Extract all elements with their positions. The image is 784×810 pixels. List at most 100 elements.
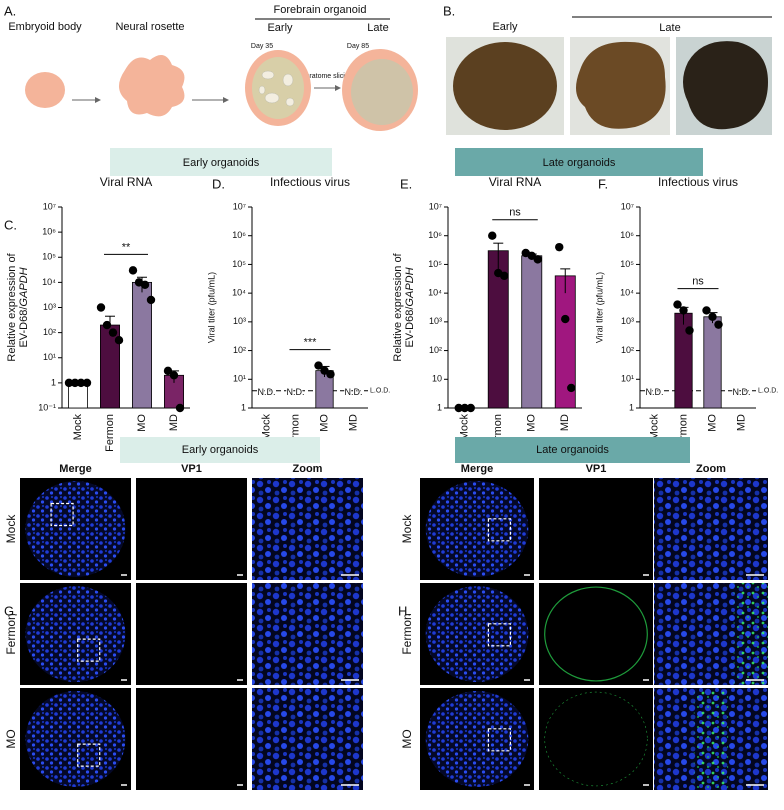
y-axis-label-part: EV-D68/ xyxy=(404,306,416,348)
x-tick-label: MD xyxy=(168,414,180,431)
data-point xyxy=(679,306,688,315)
x-tick-label: MD xyxy=(347,414,359,431)
late-organoid-core xyxy=(351,59,413,125)
y-tick-label: 10³ xyxy=(43,302,56,312)
significance-label: ns xyxy=(692,275,704,287)
y-axis-label: EV-D68/GAPDH xyxy=(404,267,416,347)
zoom-box xyxy=(487,518,511,542)
data-point xyxy=(128,266,138,275)
y-tick-label: 10⁶ xyxy=(428,230,442,240)
value-label: N.D. xyxy=(258,387,276,397)
data-point xyxy=(714,320,723,329)
y-tick-label: 10⁶ xyxy=(42,227,56,237)
y-tick-label: 10⁷ xyxy=(621,201,634,211)
x-tick-label: MD xyxy=(559,414,571,431)
micrograph xyxy=(539,583,653,685)
x-tick-label: MD xyxy=(735,414,747,431)
micrograph xyxy=(252,478,363,580)
banner xyxy=(120,437,320,463)
data-point xyxy=(140,280,150,290)
tissue xyxy=(425,481,529,577)
x-tick-label: Mock xyxy=(648,414,660,441)
y-tick-label: 10⁶ xyxy=(620,230,634,240)
chart-title: Infectious virus xyxy=(270,175,350,189)
bar xyxy=(68,382,89,409)
photo-label: Early xyxy=(492,21,518,33)
data-point xyxy=(702,306,711,315)
stage-label: Late xyxy=(367,22,388,34)
data-point xyxy=(175,403,185,413)
banner-text: Early organoids xyxy=(182,444,259,456)
vp1-signal xyxy=(544,691,648,787)
organoid-photo xyxy=(576,41,666,129)
row-label: Fermon xyxy=(4,613,18,654)
zoom-box xyxy=(77,743,101,767)
x-tick-label: Mock xyxy=(459,414,471,441)
banner-text: Early organoids xyxy=(183,157,260,169)
data-point xyxy=(76,378,86,388)
row-label: MO xyxy=(400,729,414,748)
data-point xyxy=(82,378,92,388)
x-tick-label: Mock xyxy=(260,414,272,441)
vp1-signal xyxy=(544,586,648,682)
value-label: N.D. xyxy=(733,387,751,397)
schematic: A. Embryoid body Neural rosette Forebrai… xyxy=(4,3,418,131)
panel-label: H. xyxy=(398,603,411,618)
vp1-zoom-signal xyxy=(733,583,768,685)
y-tick-label: 10⁷ xyxy=(429,201,442,211)
y-axis-label: EV-D68/GAPDH xyxy=(18,267,30,347)
y-tick-label: 10⁴ xyxy=(620,288,634,298)
y-tick-label: 10⁵ xyxy=(428,259,442,269)
data-point xyxy=(96,303,106,312)
data-point xyxy=(146,295,156,305)
value-label: N.D. xyxy=(646,387,664,397)
y-axis-label-part: GAPDH xyxy=(404,267,416,306)
y-axis-label: Relative expression of xyxy=(392,252,404,361)
chart-title: Viral RNA xyxy=(489,175,541,189)
data-point xyxy=(488,231,497,240)
y-tick-label: 10⁵ xyxy=(232,259,246,269)
y-tick-label: 10³ xyxy=(429,316,442,326)
row-label: Mock xyxy=(4,514,18,544)
data-point xyxy=(314,361,323,370)
micrograph xyxy=(539,478,653,580)
tissue xyxy=(425,691,529,787)
y-tick-label: 1 xyxy=(437,402,442,412)
column-header: VP1 xyxy=(586,463,607,475)
panel-label: C. xyxy=(4,217,17,232)
neural-rosette xyxy=(118,55,185,117)
y-axis-label: Viral titer (pfu/mL) xyxy=(206,272,216,343)
banner-text: Late organoids xyxy=(536,444,609,456)
y-axis-label: Relative expression of xyxy=(6,252,18,361)
micrograph xyxy=(252,583,363,685)
data-point xyxy=(555,242,564,252)
photos: B. Early Late xyxy=(443,3,772,135)
micrograph xyxy=(136,583,247,685)
bar xyxy=(521,255,543,409)
micrograph xyxy=(252,688,363,790)
data-point xyxy=(102,320,112,330)
y-tick-label: 10¹ xyxy=(43,352,56,362)
micrograph xyxy=(136,478,247,580)
y-tick-label: 1 xyxy=(241,402,246,412)
column-header: Merge xyxy=(59,463,91,475)
data-point xyxy=(533,255,542,264)
row-label: MO xyxy=(4,729,18,748)
micrograph xyxy=(136,688,247,790)
banner xyxy=(455,148,703,176)
y-tick-label: 10¹ xyxy=(233,374,246,384)
organoid-photo xyxy=(453,42,557,130)
y-tick-label: 10⁴ xyxy=(232,288,246,298)
data-point xyxy=(326,370,335,379)
bar xyxy=(703,316,722,409)
x-tick-label: MO xyxy=(706,414,718,432)
y-tick-label: 10⁴ xyxy=(42,277,56,287)
y-tick-label: 10⁵ xyxy=(42,252,56,262)
stage-label: Neural rosette xyxy=(115,21,184,33)
y-axis-label: Viral titer (pfu/mL) xyxy=(594,272,604,343)
group-label: Forebrain organoid xyxy=(274,4,367,16)
y-tick-label: 10³ xyxy=(621,316,634,326)
panel-label: E. xyxy=(400,176,412,191)
zoom-box xyxy=(77,638,101,662)
chart-title: Viral RNA xyxy=(100,175,152,189)
